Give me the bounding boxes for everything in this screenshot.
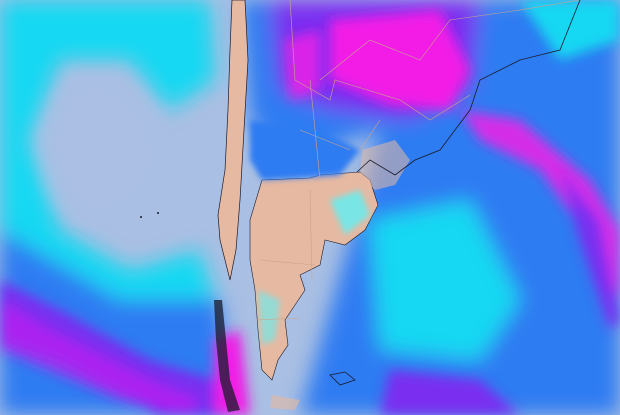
chile-land <box>217 0 249 281</box>
political-borders <box>254 0 581 321</box>
cloud-over-land <box>250 120 370 345</box>
tierra-del-fuego <box>270 395 300 410</box>
uruguay-land <box>360 140 410 190</box>
coastlines <box>329 0 581 386</box>
chile-fjords <box>140 212 240 412</box>
